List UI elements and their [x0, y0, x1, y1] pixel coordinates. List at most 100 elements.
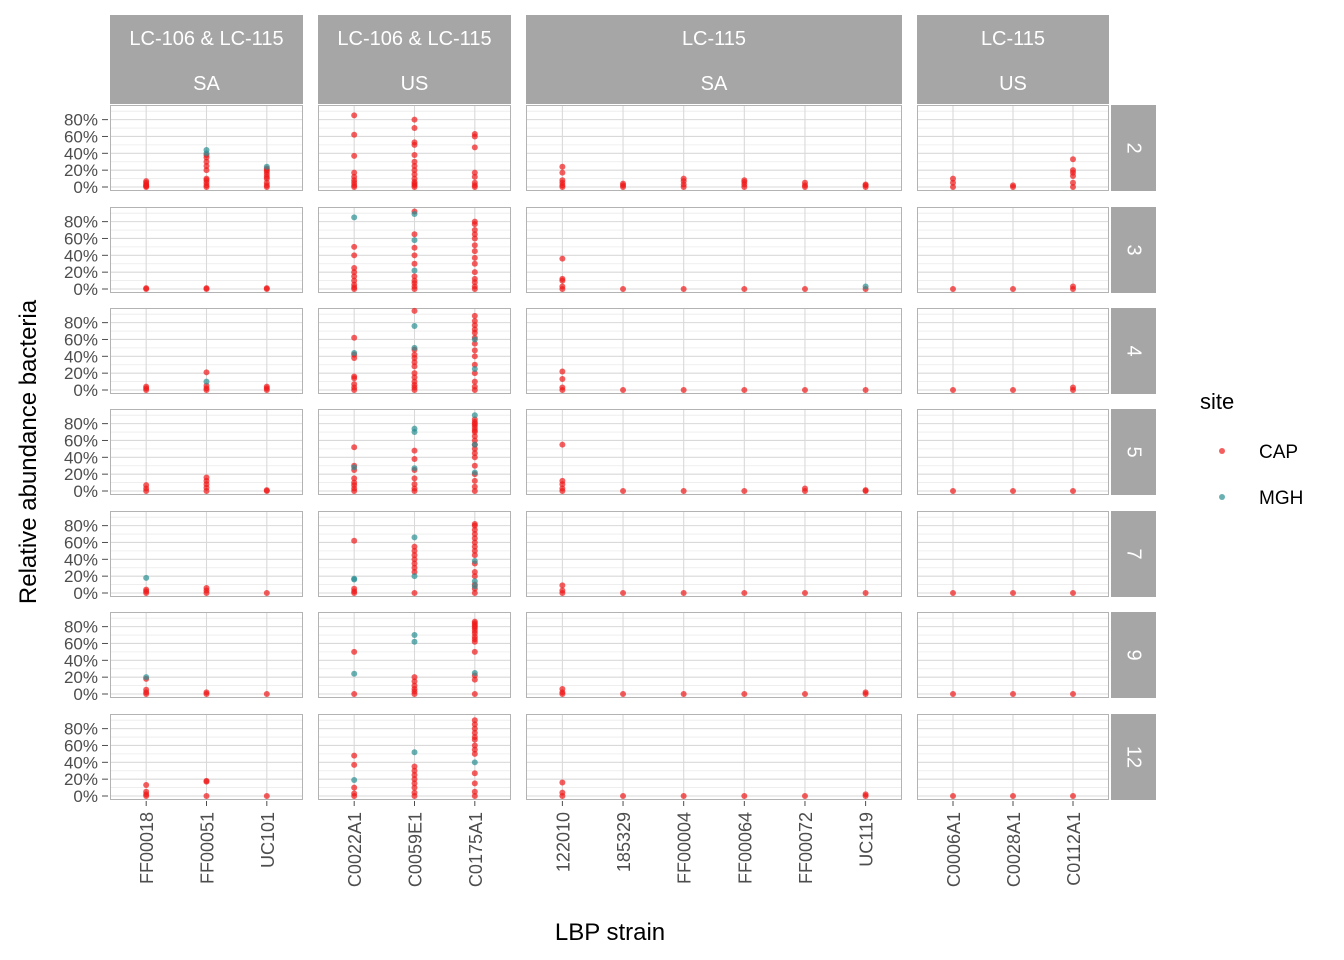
data-point-cap: [203, 584, 210, 591]
panel-border: [110, 714, 303, 800]
data-point-cap: [680, 488, 687, 494]
data-point-cap: [411, 456, 418, 462]
data-point-cap: [471, 770, 478, 777]
y-tick-label: 60%: [64, 533, 98, 552]
data-point-mgh: [351, 777, 358, 783]
row-strip-label: 12: [1123, 746, 1145, 768]
row-strip-2: 2: [1111, 105, 1156, 191]
data-point-cap: [263, 383, 270, 390]
data-point-cap: [351, 269, 358, 276]
data-point-cap: [471, 144, 478, 151]
data-point-cap: [471, 283, 478, 290]
data-point-cap: [471, 742, 478, 749]
data-point-mgh: [471, 583, 478, 590]
data-point-cap: [411, 560, 418, 567]
data-point-cap: [143, 782, 150, 789]
panel-bg: [526, 612, 902, 698]
data-point-cap: [559, 255, 566, 262]
data-point-cap: [471, 169, 478, 176]
panel-border: [110, 105, 303, 191]
data-point-cap: [471, 248, 478, 255]
data-point-cap: [680, 286, 687, 292]
data-point-mgh: [471, 412, 478, 419]
data-point-cap: [559, 177, 566, 184]
data-point-cap: [471, 691, 478, 697]
data-point-cap: [1070, 691, 1076, 697]
data-point-mgh: [411, 573, 418, 580]
data-point-cap: [801, 793, 808, 799]
data-point-cap: [411, 171, 418, 178]
y-tick-label: 20%: [64, 465, 98, 484]
column-strip-label-1: LC-115: [682, 28, 746, 50]
row-strip-label: 3: [1123, 244, 1145, 255]
panel-4-1: [318, 307, 511, 394]
data-point-cap: [203, 474, 210, 481]
y-tick-label: 40%: [64, 753, 98, 772]
data-point-cap: [143, 482, 150, 489]
data-point-cap: [950, 175, 956, 182]
data-point-cap: [471, 231, 478, 238]
data-point-mgh: [351, 670, 358, 677]
data-point-cap: [471, 750, 478, 757]
data-point-cap: [411, 682, 418, 689]
data-point-cap: [351, 152, 358, 159]
data-point-cap: [471, 269, 478, 276]
data-point-mgh: [203, 146, 210, 153]
data-point-cap: [741, 177, 748, 184]
data-point-cap: [203, 382, 210, 389]
data-point-cap: [471, 353, 478, 360]
panel-3-0: [110, 207, 303, 293]
y-tick-label: 20%: [64, 161, 98, 180]
panel-7-2: [526, 511, 902, 597]
panel-9-0: [110, 612, 303, 698]
row-strip-label: 7: [1123, 548, 1145, 559]
data-point-cap: [471, 450, 478, 457]
column-strip-label-2: SA: [701, 73, 728, 95]
data-point-cap: [471, 347, 478, 354]
row-strip-5: 5: [1111, 409, 1156, 495]
data-point-cap: [471, 788, 478, 795]
data-point-mgh: [411, 465, 418, 472]
data-point-cap: [411, 139, 418, 146]
data-point-cap: [620, 180, 627, 187]
y-tick-label: 0%: [73, 685, 98, 704]
data-point-cap: [203, 162, 210, 169]
data-point-cap: [411, 158, 418, 165]
row-strip-12: 12: [1111, 714, 1156, 800]
panel-border: [110, 612, 303, 698]
data-point-cap: [411, 231, 418, 238]
data-point-cap: [203, 793, 210, 799]
y-tick-label: 60%: [64, 431, 98, 450]
data-point-cap: [950, 387, 956, 393]
y-tick-label: 40%: [64, 144, 98, 163]
data-point-cap: [411, 780, 418, 787]
x-tick-label: FF00064: [735, 812, 755, 884]
data-point-cap: [471, 361, 478, 368]
data-point-cap: [411, 776, 418, 783]
column-strip-label-2: US: [999, 73, 1027, 95]
data-point-cap: [471, 488, 478, 494]
row-strip-bg: [1111, 207, 1156, 293]
data-point-cap: [471, 676, 478, 683]
data-point-cap: [471, 483, 478, 490]
data-point-cap: [351, 373, 358, 380]
x-tick-label: C0006A1: [944, 812, 964, 887]
data-point-cap: [950, 286, 956, 292]
panel-5-2: [526, 409, 902, 495]
data-point-cap: [471, 734, 478, 741]
x-axis-title: LBP strain: [555, 919, 665, 946]
legend-key-cap: [1219, 448, 1225, 454]
panel-border: [526, 105, 902, 191]
data-point-cap: [411, 552, 418, 559]
data-point-cap: [1070, 179, 1076, 186]
panel-4-0: [110, 308, 303, 394]
data-point-cap: [471, 543, 478, 550]
data-point-cap: [411, 543, 418, 550]
data-point-cap: [559, 441, 566, 448]
data-point-cap: [411, 674, 418, 681]
panel-3-2: [526, 207, 902, 293]
column-strip-bg: [526, 15, 902, 104]
y-tick-label: 80%: [64, 517, 98, 536]
data-point-cap: [1070, 283, 1076, 290]
